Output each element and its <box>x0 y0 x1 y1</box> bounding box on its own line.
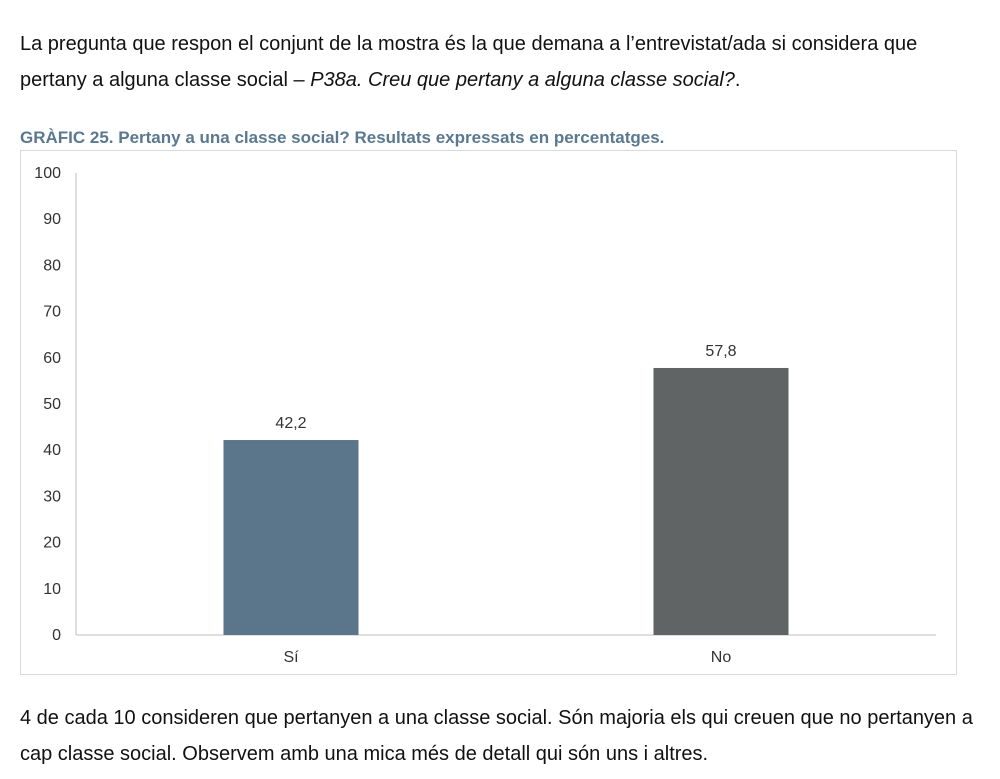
y-tick-label: 80 <box>43 257 61 274</box>
y-tick-label: 20 <box>43 535 61 552</box>
intro-end: . <box>734 69 741 91</box>
y-tick-label: 0 <box>52 627 61 644</box>
data-label: 42,2 <box>275 415 306 432</box>
y-tick-label: 60 <box>43 350 61 367</box>
intro-paragraph: La pregunta que respon el conjunt de la … <box>20 26 980 98</box>
y-tick-label: 70 <box>43 304 61 321</box>
intro-text: La pregunta que respon el conjunt de la … <box>20 33 918 91</box>
bar-no <box>653 367 789 635</box>
y-tick-label: 90 <box>43 211 61 228</box>
y-tick-label: 40 <box>43 442 61 459</box>
chart-frame: 0 10 20 30 40 50 60 70 80 90 100 42,2 Sí 57,8 No <box>20 150 957 675</box>
y-tick-label: 50 <box>43 396 61 413</box>
intro-question: P38a. Creu que pertany a alguna classe s… <box>310 69 735 91</box>
y-tick-label: 10 <box>43 581 61 598</box>
category-label: No <box>711 649 732 666</box>
data-label: 57,8 <box>705 343 736 360</box>
bar-si <box>223 440 359 635</box>
chart-title: GRÀFIC 25. Pertany a una classe social? … <box>20 128 665 147</box>
outro-paragraph: 4 de cada 10 consideren que pertanyen a … <box>20 707 973 765</box>
y-tick-label: 100 <box>34 165 61 182</box>
y-tick-label: 30 <box>43 488 61 505</box>
category-label: Sí <box>283 649 299 666</box>
bar-chart: 0 10 20 30 40 50 60 70 80 90 100 42,2 Sí 57,8 No <box>34 165 936 666</box>
